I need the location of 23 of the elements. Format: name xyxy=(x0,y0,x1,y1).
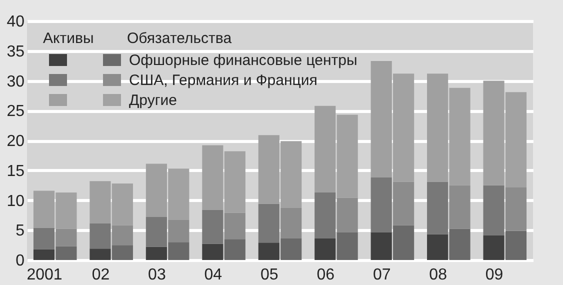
legend-label: Офшорные финансовые центры xyxy=(129,52,358,69)
x-tick-label: 05 xyxy=(260,266,278,284)
annotation: Активы xyxy=(43,30,94,47)
annotation: Обязательства xyxy=(127,30,232,47)
legend-label: Другие xyxy=(129,92,178,109)
y-tick-label: 5 xyxy=(16,222,25,240)
x-tick-label: 03 xyxy=(148,266,166,284)
y-tick-label: 40 xyxy=(6,14,25,30)
y-tick-label: 35 xyxy=(6,43,25,60)
legend-label: США, Германия и Франция xyxy=(129,72,318,89)
x-tick-label: 04 xyxy=(204,266,222,284)
y-tick-label: 10 xyxy=(6,192,25,210)
y-tick-label: 0 xyxy=(16,252,25,270)
x-tick-label: 02 xyxy=(92,266,110,284)
y-tick-label: 30 xyxy=(6,73,25,90)
y-tick-label: 20 xyxy=(6,133,25,150)
x-tick-label: 07 xyxy=(372,266,391,284)
x-tick-label: 09 xyxy=(485,266,504,284)
x-tick-label: 2001 xyxy=(26,266,62,284)
x-tick-label: 08 xyxy=(429,266,448,284)
y-tick-label: 25 xyxy=(6,103,25,120)
y-tick-label: 15 xyxy=(6,162,25,180)
x-tick-label: 06 xyxy=(316,266,335,284)
